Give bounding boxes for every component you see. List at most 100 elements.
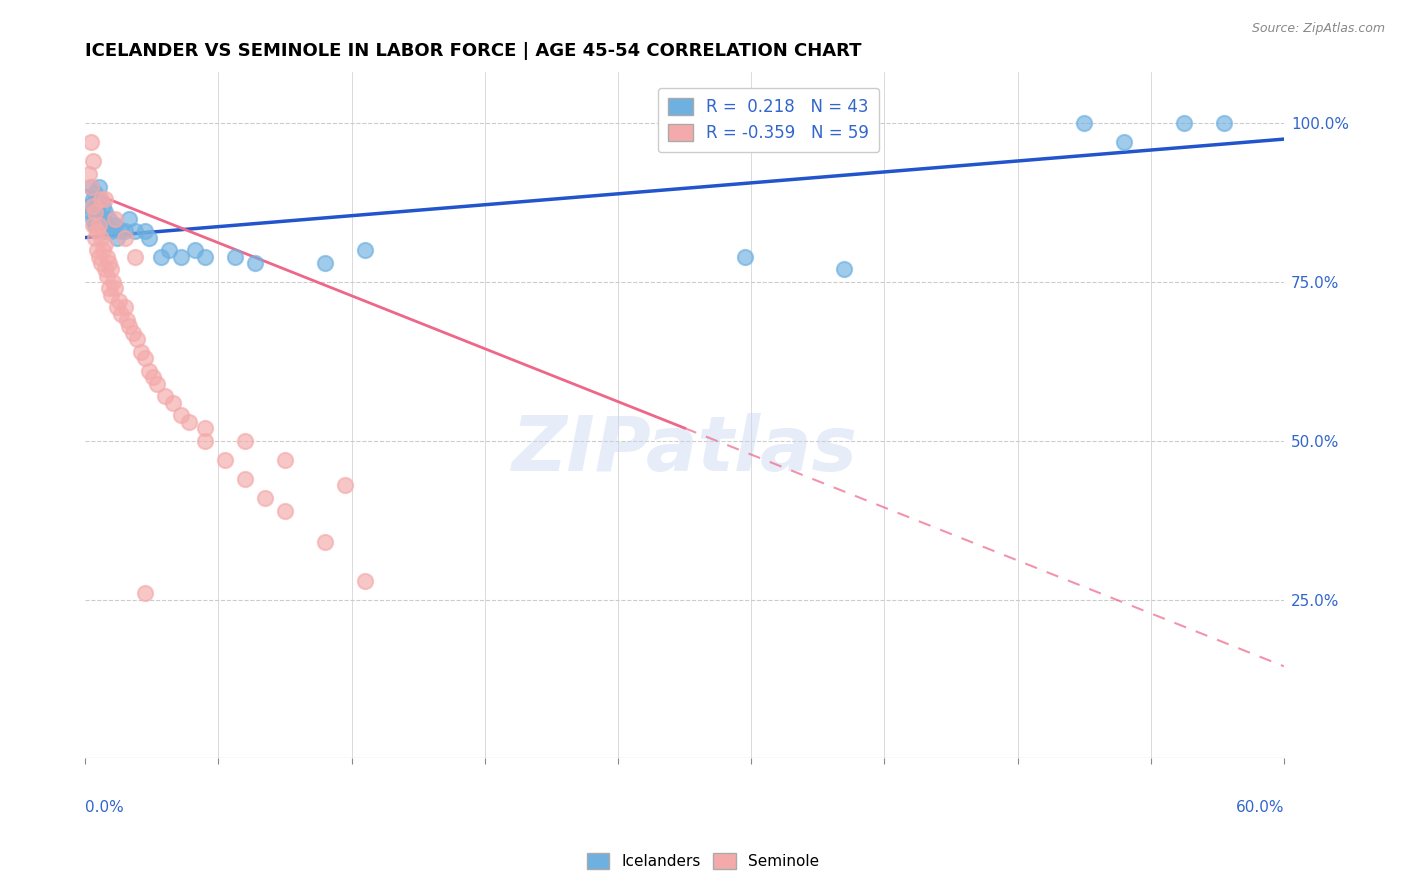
Point [134, 586, 156, 600]
Point [233, 472, 256, 486]
Point [90, 230, 112, 244]
Point [1073, 116, 1095, 130]
Point [162, 395, 184, 409]
Point [170, 409, 193, 423]
Point [194, 434, 217, 448]
Point [82, 193, 104, 207]
Point [157, 244, 180, 258]
Point [80, 179, 103, 194]
Point [1173, 116, 1195, 130]
Point [333, 478, 356, 492]
Point [103, 218, 125, 232]
Point [138, 364, 160, 378]
Point [80, 136, 103, 150]
Point [84, 205, 107, 219]
Point [94, 205, 117, 219]
Point [354, 574, 377, 588]
Point [224, 250, 246, 264]
Point [108, 294, 131, 309]
Point [89, 193, 111, 207]
Point [91, 244, 114, 258]
Point [82, 154, 104, 169]
Point [214, 453, 236, 467]
Point [94, 193, 117, 207]
Point [100, 287, 122, 301]
Point [96, 218, 118, 232]
Point [127, 332, 149, 346]
Point [90, 211, 112, 226]
Point [118, 319, 141, 334]
Point [86, 244, 108, 258]
Point [104, 281, 127, 295]
Point [1112, 136, 1135, 150]
Point [170, 250, 193, 264]
Point [98, 281, 121, 295]
Point [79, 167, 101, 181]
Point [124, 250, 146, 264]
Point [114, 224, 136, 238]
Text: ICELANDER VS SEMINOLE IN LABOR FORCE | AGE 45-54 CORRELATION CHART: ICELANDER VS SEMINOLE IN LABOR FORCE | A… [86, 42, 862, 60]
Point [80, 205, 103, 219]
Point [96, 268, 118, 283]
Point [98, 211, 121, 226]
Point [122, 326, 145, 340]
Point [138, 230, 160, 244]
Point [150, 250, 173, 264]
Point [84, 218, 107, 232]
Legend: R =  0.218   N = 43, R = -0.359   N = 59: R = 0.218 N = 43, R = -0.359 N = 59 [658, 87, 879, 153]
Point [82, 211, 104, 226]
Point [80, 179, 103, 194]
Point [194, 250, 217, 264]
Point [734, 250, 756, 264]
Point [274, 503, 297, 517]
Point [243, 256, 266, 270]
Point [103, 275, 125, 289]
Point [105, 230, 128, 244]
Point [134, 224, 156, 238]
Point [96, 250, 118, 264]
Point [84, 230, 107, 244]
Point [117, 313, 139, 327]
Point [124, 224, 146, 238]
Point [90, 218, 112, 232]
Legend: Icelanders, Seminole: Icelanders, Seminole [581, 847, 825, 875]
Point [233, 434, 256, 448]
Point [94, 224, 117, 238]
Point [89, 218, 111, 232]
Point [134, 351, 156, 366]
Point [118, 211, 141, 226]
Point [110, 307, 132, 321]
Point [86, 224, 108, 238]
Point [114, 230, 136, 244]
Point [86, 199, 108, 213]
Point [89, 250, 111, 264]
Point [354, 244, 377, 258]
Point [1213, 116, 1236, 130]
Point [90, 193, 112, 207]
Point [129, 344, 152, 359]
Text: 60.0%: 60.0% [1236, 799, 1284, 814]
Point [194, 421, 217, 435]
Point [114, 301, 136, 315]
Point [79, 199, 101, 213]
Point [314, 535, 336, 549]
Point [84, 186, 107, 200]
Point [91, 199, 114, 213]
Point [104, 211, 127, 226]
Point [274, 453, 297, 467]
Text: ZIPatlas: ZIPatlas [512, 413, 858, 487]
Point [146, 376, 169, 391]
Point [142, 370, 165, 384]
Point [94, 236, 117, 251]
Point [86, 205, 108, 219]
Point [94, 262, 117, 277]
Point [89, 179, 111, 194]
Point [834, 262, 856, 277]
Point [104, 218, 127, 232]
Point [105, 301, 128, 315]
Point [98, 256, 121, 270]
Text: Source: ZipAtlas.com: Source: ZipAtlas.com [1251, 22, 1385, 36]
Point [110, 224, 132, 238]
Point [82, 199, 104, 213]
Point [314, 256, 336, 270]
